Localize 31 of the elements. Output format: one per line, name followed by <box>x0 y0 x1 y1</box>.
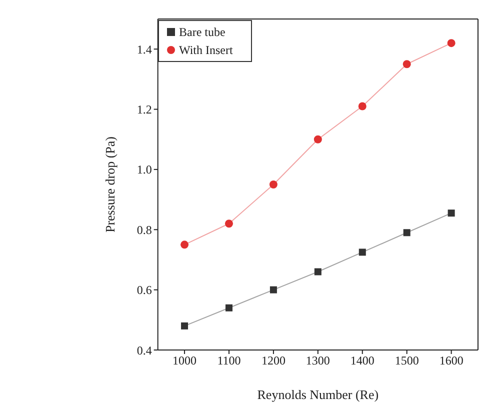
legend-label: Bare tube <box>179 25 226 39</box>
point <box>224 220 233 228</box>
y-tick-label: 0.4 <box>136 343 152 358</box>
x-tick-label: 1300 <box>306 354 330 368</box>
point <box>358 102 366 110</box>
y-tick-label: 1.4 <box>136 42 152 56</box>
y-tick-label: 1.2 <box>136 102 152 117</box>
point <box>358 248 366 256</box>
point <box>180 240 189 249</box>
point <box>447 39 456 48</box>
y-tick-label: 1.0 <box>136 162 152 177</box>
x-tick-label: 1200 <box>261 354 286 368</box>
point <box>314 268 322 276</box>
point <box>314 135 322 144</box>
x-tick-label: 1000 <box>172 354 197 368</box>
point <box>270 286 277 294</box>
legend-label: With Insert <box>179 43 233 57</box>
x-tick-label: 1100 <box>217 354 241 368</box>
x-tick-label: 1400 <box>350 354 374 368</box>
x-tick-label: 1500 <box>394 354 419 368</box>
point <box>269 180 278 188</box>
x-axis-title: Reynolds Number (Re) <box>257 387 379 402</box>
point <box>403 229 410 236</box>
point <box>181 322 188 330</box>
point <box>225 304 232 312</box>
x-tick-label: 1600 <box>439 354 464 368</box>
point <box>402 60 411 68</box>
y-tick-label: 0.6 <box>136 283 152 298</box>
point <box>448 210 455 217</box>
y-axis-title: Pressure drop (Pa) <box>102 136 118 233</box>
y-tick-label: 0.8 <box>136 222 152 237</box>
